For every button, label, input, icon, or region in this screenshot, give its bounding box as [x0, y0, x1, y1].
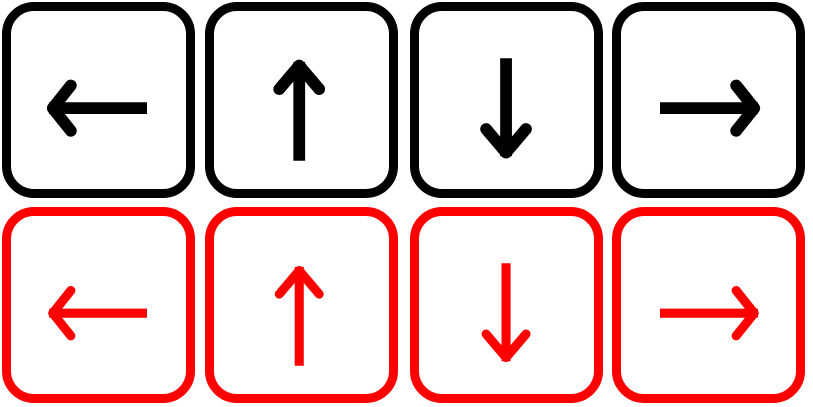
red-right-key[interactable]	[612, 207, 805, 403]
arrow-down-icon	[480, 58, 532, 159]
arrow-down-icon	[481, 263, 531, 363]
arrow-head	[731, 285, 759, 341]
arrow-head	[730, 79, 761, 137]
arrow-head	[481, 329, 531, 363]
arrow-left-icon	[48, 285, 148, 341]
black-left-key[interactable]	[2, 2, 195, 198]
arrow-head	[46, 79, 77, 137]
red-down-key[interactable]	[410, 207, 603, 403]
black-right-key[interactable]	[612, 2, 805, 198]
black-up-key[interactable]	[205, 2, 398, 198]
arrow-left-icon	[46, 79, 148, 137]
arrow-right-icon	[659, 79, 761, 137]
arrow-right-icon	[659, 285, 759, 341]
arrow-head	[480, 123, 532, 159]
arrow-head	[48, 285, 76, 341]
arrow-head	[273, 59, 326, 96]
arrow-up-icon	[273, 59, 326, 161]
red-up-key[interactable]	[205, 207, 398, 403]
red-left-key[interactable]	[2, 207, 195, 403]
arrow-up-icon	[274, 266, 324, 366]
arrow-head	[274, 266, 324, 299]
black-down-key[interactable]	[410, 2, 603, 198]
